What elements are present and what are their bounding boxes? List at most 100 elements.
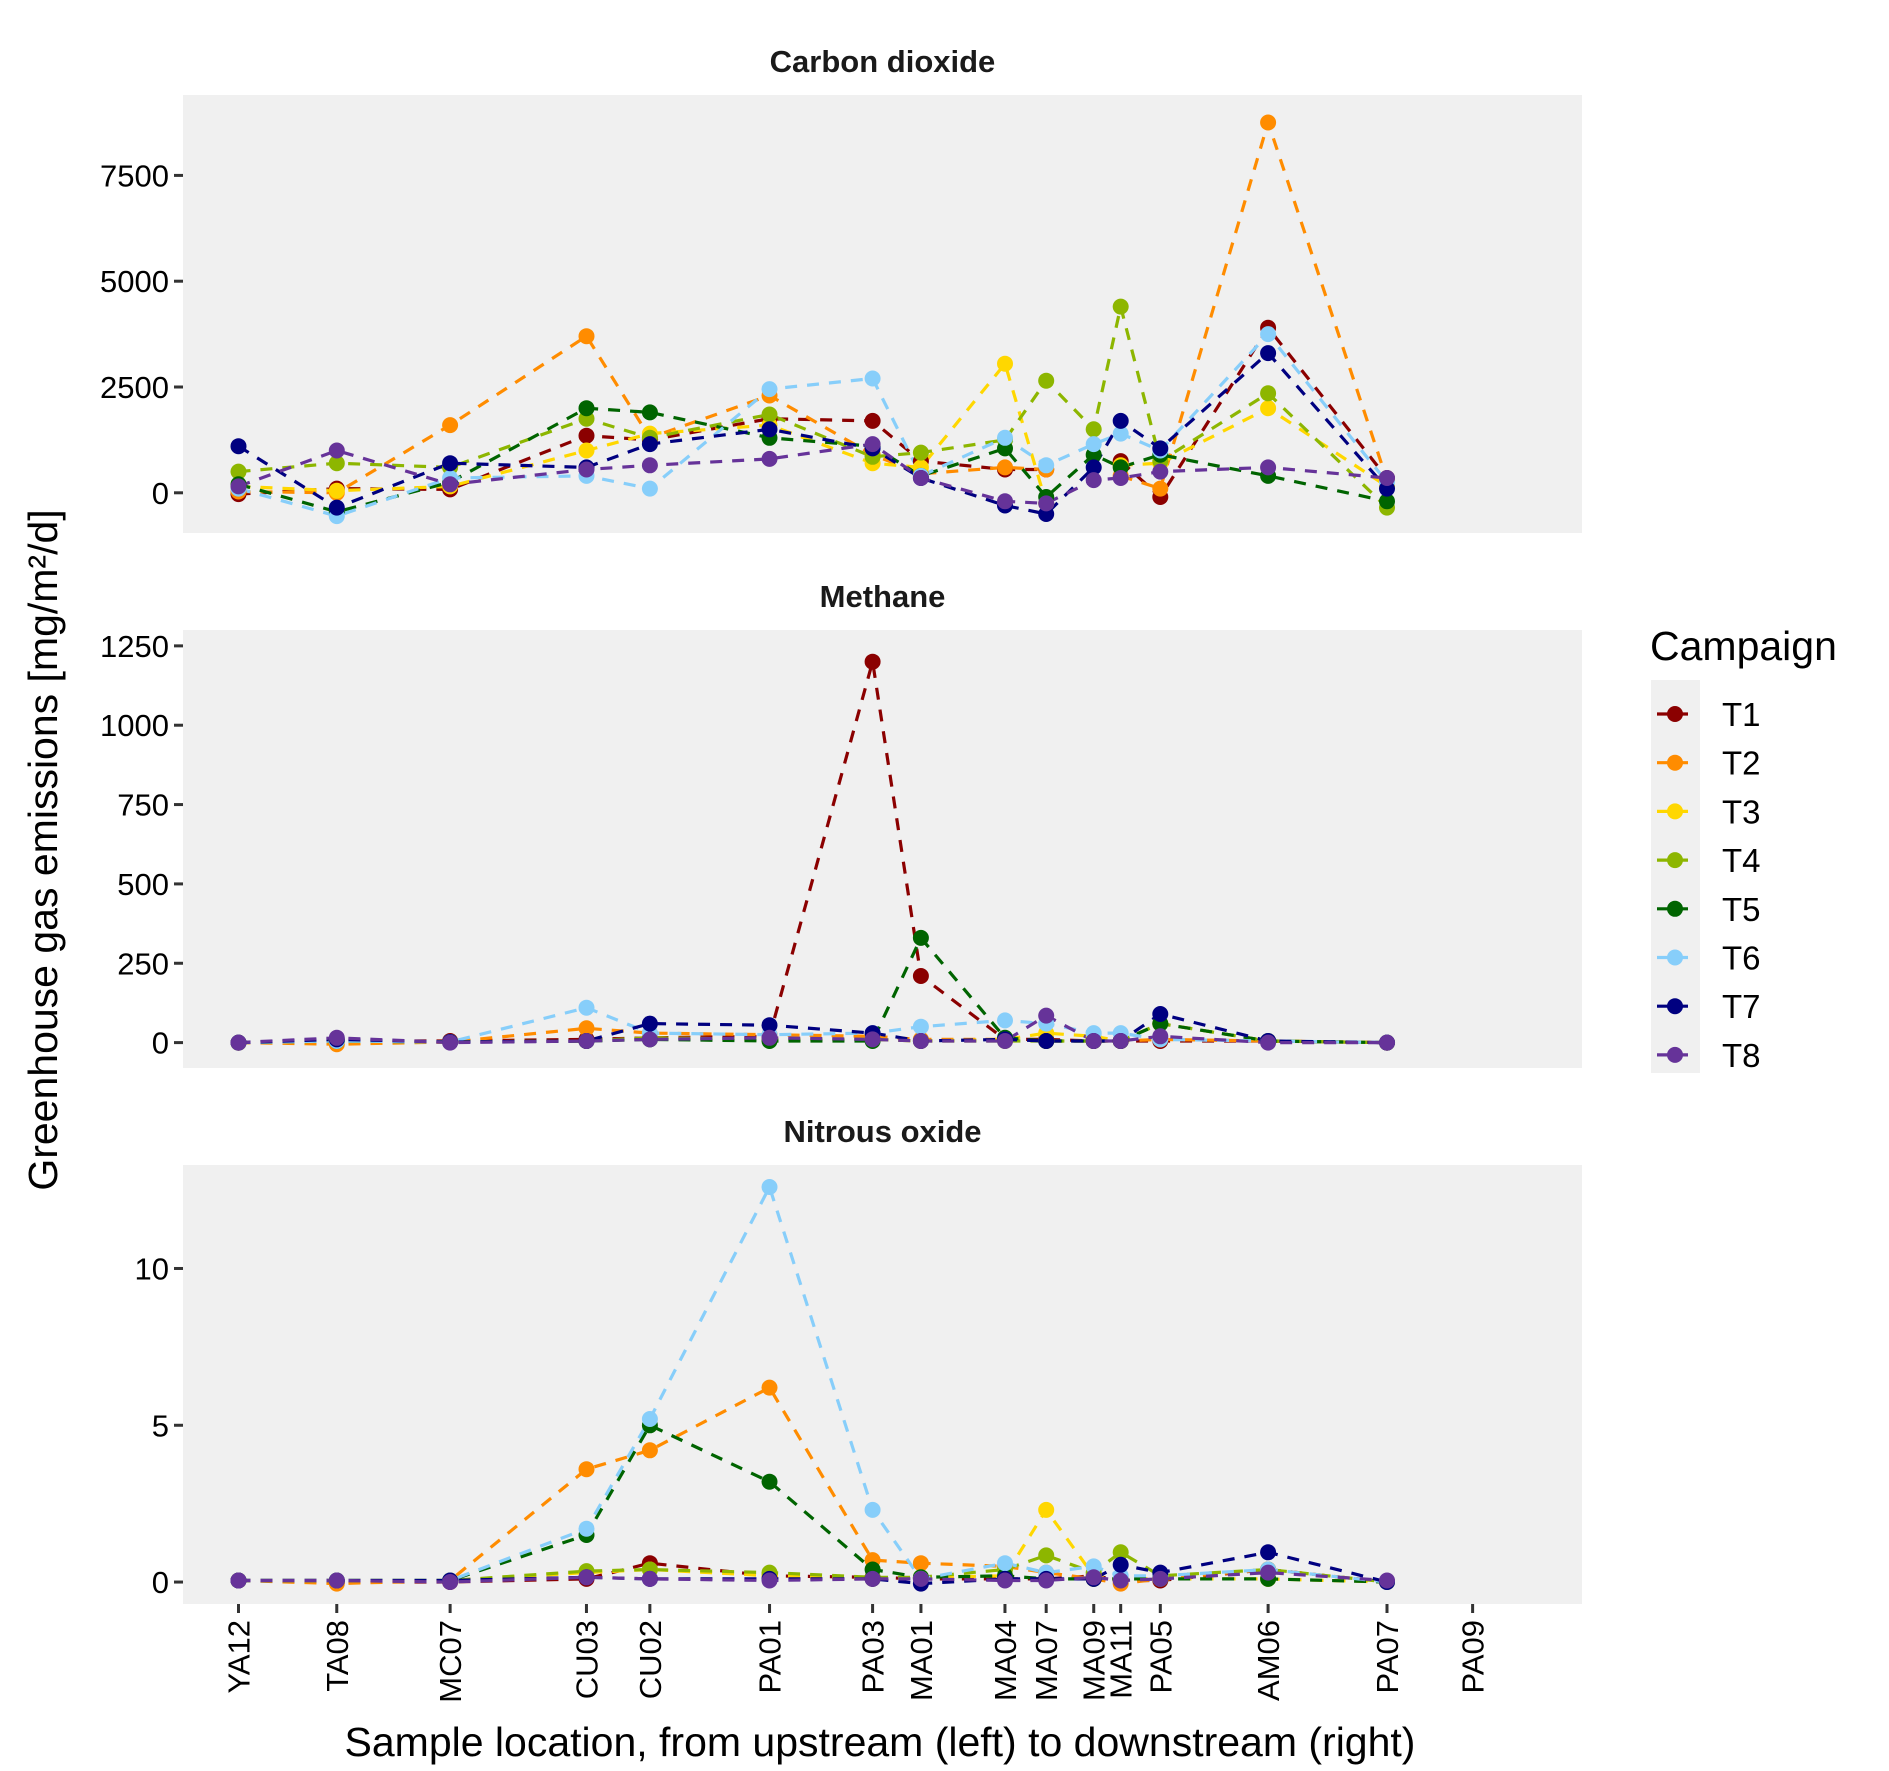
series-line-t3 (238, 360, 1388, 504)
x-tick-label: TA08 (320, 1620, 355, 1692)
legend-label: T4 (1722, 842, 1761, 879)
data-point-t4 (1112, 298, 1129, 315)
data-point-t7 (1112, 412, 1129, 429)
data-point-t5 (641, 404, 658, 421)
data-point-t8 (1152, 1028, 1169, 1045)
panel-carbon-dioxide: Carbon dioxide 0 2500 5000 7500 (100, 44, 1582, 533)
data-point-t8 (864, 436, 881, 453)
data-point-t6 (864, 370, 881, 387)
data-point-t7 (1260, 1544, 1277, 1561)
data-point-t8 (230, 1034, 247, 1051)
data-point-t8 (1379, 1034, 1395, 1051)
data-point-t1 (864, 653, 881, 670)
data-point-t2 (578, 1020, 595, 1037)
data-point-t7 (442, 455, 459, 472)
data-point-t6 (1112, 425, 1129, 442)
data-point-t1 (912, 968, 929, 984)
data-point-t8 (641, 457, 658, 474)
data-point-t4 (230, 463, 247, 480)
data-point-t8 (1260, 1564, 1277, 1581)
panel-methane: Methane 0 250 500 750 1000 1250 (100, 579, 1582, 1068)
data-point-t8 (997, 493, 1013, 510)
data-point-t8 (442, 476, 459, 493)
series-line-t6 (238, 331, 1389, 518)
data-point-t6 (578, 1520, 595, 1537)
legend-key-point (1667, 900, 1683, 917)
data-point-t8 (578, 1569, 595, 1586)
data-point-t6 (997, 429, 1013, 446)
data-point-t8 (328, 1029, 345, 1046)
y-tick-label: 250 (117, 946, 169, 981)
panel-background (183, 1165, 1582, 1604)
data-point-t7 (641, 436, 658, 453)
legend-label: T3 (1722, 793, 1761, 830)
legend-label: T8 (1722, 1037, 1761, 1074)
data-point-t1 (864, 412, 881, 429)
x-tick-label: MA07 (1029, 1620, 1064, 1701)
data-point-t4 (1038, 372, 1055, 389)
legend-label: T2 (1722, 745, 1761, 782)
data-point-t6 (761, 381, 778, 398)
data-point-t4 (1085, 421, 1102, 438)
data-point-t6 (1038, 457, 1055, 474)
y-tick-label: 500 (117, 867, 169, 902)
data-point-t6 (912, 1018, 929, 1035)
y-tick-label: 750 (117, 788, 169, 823)
y-tick-label: 2500 (100, 370, 169, 405)
data-point-t8 (1379, 1572, 1395, 1589)
data-point-t8 (864, 1031, 881, 1048)
data-point-t4 (1260, 385, 1277, 402)
data-point-t8 (328, 1572, 345, 1589)
y-tick-label: 0 (152, 1565, 169, 1600)
data-point-t6 (761, 1179, 778, 1195)
x-tick-label: PA07 (1370, 1620, 1405, 1694)
legend-key-point (1667, 998, 1683, 1015)
data-point-t6 (864, 1501, 881, 1518)
x-tick-label: PA03 (856, 1620, 891, 1694)
y-tick-label: 7500 (100, 158, 169, 193)
data-point-t7 (1260, 345, 1277, 362)
data-point-t8 (912, 470, 929, 486)
data-point-t6 (1085, 436, 1102, 453)
legend: Campaign T1 T2 T3 T4 T5 T6 T7 T8 (1650, 623, 1837, 1074)
x-axis: YA12 TA08 MC07 CU03 CU02 PA01 PA03 MA01 MA04 MA07… (221, 1604, 1491, 1703)
x-tick-label: CU03 (569, 1620, 604, 1699)
data-point-t7 (328, 499, 345, 516)
panels: Carbon dioxide0250050007500Methane025050… (100, 44, 1582, 1604)
legend-label: T7 (1722, 988, 1761, 1025)
panel-background (183, 630, 1582, 1068)
data-point-t8 (641, 1031, 658, 1048)
x-tick-label: PA09 (1456, 1620, 1491, 1694)
data-point-t5 (761, 1473, 778, 1490)
data-point-t8 (864, 1570, 881, 1587)
data-point-t6 (997, 1555, 1013, 1572)
x-tick-label: YA12 (221, 1620, 256, 1694)
data-point-t2 (578, 1461, 595, 1478)
data-point-t5 (1379, 493, 1395, 510)
legend-key-point (1667, 754, 1683, 771)
data-point-t2 (641, 1442, 658, 1459)
data-point-t3 (997, 355, 1013, 372)
legend-label: T1 (1722, 696, 1761, 733)
data-point-t7 (1152, 440, 1169, 457)
y-tick-label: 5 (152, 1408, 169, 1443)
data-point-t7 (1085, 459, 1102, 476)
data-point-t8 (442, 1574, 459, 1590)
data-point-t5 (912, 929, 929, 946)
data-point-t5 (578, 400, 595, 417)
data-point-t2 (578, 328, 595, 345)
data-point-t8 (1152, 1570, 1169, 1587)
panel-background (183, 95, 1582, 533)
data-point-t8 (1038, 1572, 1055, 1589)
data-point-t3 (1260, 400, 1277, 417)
data-point-t8 (578, 1033, 595, 1049)
data-point-t8 (997, 1033, 1013, 1049)
data-point-t8 (761, 1572, 778, 1589)
data-point-t8 (761, 1029, 778, 1046)
data-point-t7 (1152, 1006, 1169, 1022)
data-point-t8 (912, 1033, 929, 1049)
data-point-t6 (641, 480, 658, 497)
x-tick-label: MA09 (1077, 1620, 1112, 1701)
y-tick-label: 0 (152, 476, 169, 511)
data-point-t6 (1260, 326, 1277, 343)
